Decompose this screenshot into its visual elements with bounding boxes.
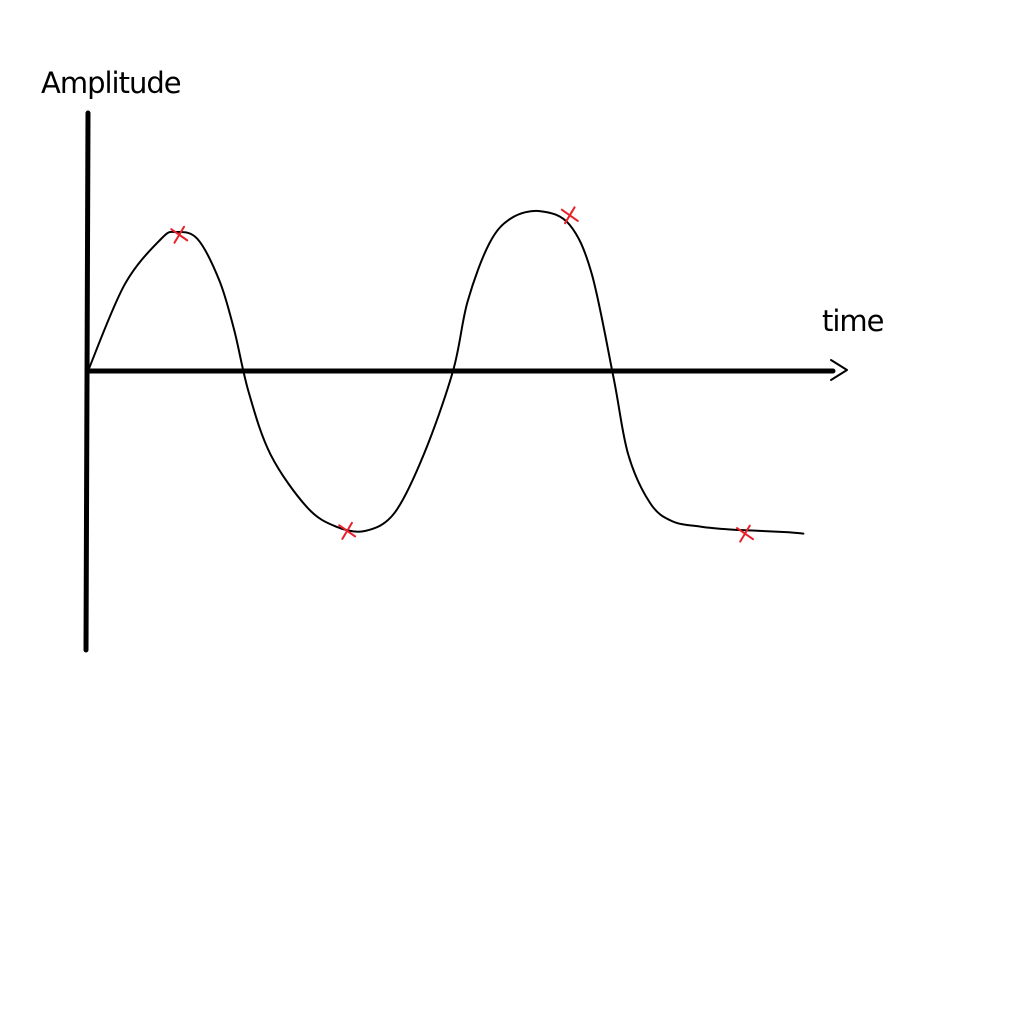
marked-point-3 <box>560 206 579 225</box>
x-axis-arrow-icon <box>830 359 848 381</box>
marked-point-4 <box>736 524 754 543</box>
marked-points <box>170 206 754 543</box>
x-axis-label: time <box>822 304 884 338</box>
y-axis-line <box>83 110 91 653</box>
series-line <box>87 209 805 535</box>
marked-point-1 <box>170 225 189 244</box>
y-axis-label: Amplitude <box>41 66 181 100</box>
marked-point-2 <box>338 521 357 540</box>
